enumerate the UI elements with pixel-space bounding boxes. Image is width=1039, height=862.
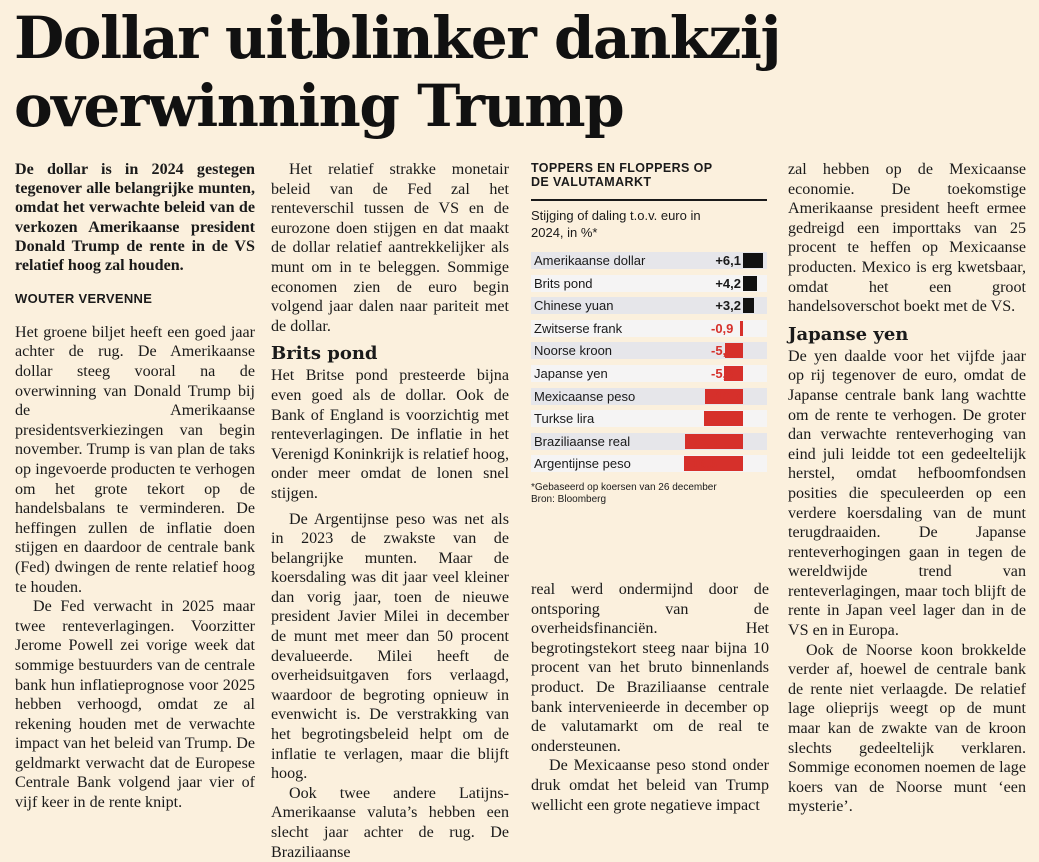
chart-category-label: Zwitserse frank xyxy=(534,320,623,336)
column-2: Het relatief strakke monetair beleid van… xyxy=(271,160,509,862)
chart-bar xyxy=(705,388,743,404)
column-3: real werd ondermijnd door de ontsporing … xyxy=(531,580,769,815)
chart-bar xyxy=(743,298,754,314)
chart-bar xyxy=(684,456,743,472)
chart-row: Amerikaanse dollar +6,1 xyxy=(531,250,767,273)
paragraph: Het groene biljet heeft een goed jaar ac… xyxy=(15,323,255,596)
paragraph: real werd ondermijnd door de ontsporing … xyxy=(531,581,769,755)
chart-row-background xyxy=(531,252,767,269)
column-1: De dollar is in 2024 gestegen tegenover … xyxy=(15,160,255,813)
chart-row: Japanse yen -5,3 xyxy=(531,363,767,386)
chart-row-background xyxy=(531,342,767,360)
chart-row: Chinese yuan +3,2 xyxy=(531,295,767,318)
chart-bar xyxy=(703,411,743,427)
chart-title: TOPPERS EN FLOPPERS OP DE VALUTAMARKT xyxy=(531,161,713,189)
chart-bar xyxy=(724,365,743,381)
chart-row: Braziliaanse real -16,4 xyxy=(531,431,767,454)
lead-paragraph: De dollar is in 2024 gestegen tegenover … xyxy=(15,161,255,275)
chart-bar xyxy=(684,433,743,449)
chart-category-label: Turkse lira xyxy=(534,411,595,427)
chart-value-label: -5,0 xyxy=(711,343,734,359)
chart-bar xyxy=(725,343,743,359)
chart-bar xyxy=(743,275,757,291)
subheading-brits-pond: Brits pond xyxy=(271,343,378,365)
chart-subtitle: Stijging of daling t.o.v. euro in 2024, … xyxy=(531,208,701,240)
headline: Dollar uitblinker dankzij overwinning Tr… xyxy=(14,4,781,140)
paragraph: Het relatief strakke monetair beleid van… xyxy=(271,161,509,335)
chart-value-label: -5,3 xyxy=(711,365,734,381)
chart-rows: Amerikaanse dollar +6,1 Brits pond +4,2 Chin… xyxy=(531,250,767,476)
chart-value-label: -16,5 xyxy=(687,456,718,472)
chart-value-label: +6,1 xyxy=(715,253,741,268)
chart-row: Argentijnse peso -16,5 xyxy=(531,453,767,476)
chart-rule xyxy=(531,199,767,201)
chart-row-background xyxy=(531,319,767,337)
chart-value-label: -10,7 xyxy=(711,388,741,404)
chart-source: Bron: Bloomberg xyxy=(531,494,607,506)
chart-value-label: -11,0 xyxy=(711,411,740,427)
chart-row: Noorse kroon -5,0 xyxy=(531,340,767,363)
paragraph: zal hebben op de Mexicaanse economie. De… xyxy=(788,161,1026,316)
currency-chart: TOPPERS EN FLOPPERS OP DE VALUTAMARKT St… xyxy=(531,161,767,507)
paragraph: De yen daalde voor het vijfde jaar op ri… xyxy=(788,347,1026,640)
chart-category-label: Argentijnse peso xyxy=(534,456,631,472)
chart-category-label: Amerikaanse dollar xyxy=(534,253,646,268)
chart-value-label: +4,2 xyxy=(715,275,741,291)
paragraph: Ook de Noorse koon brokkelde verder af, … xyxy=(788,641,1026,816)
chart-bar xyxy=(743,253,764,268)
chart-value-label: -16,4 xyxy=(687,433,718,449)
chart-value-label: +3,2 xyxy=(715,298,741,314)
paragraph: Ook twee andere Latijns-Amerikaanse valu… xyxy=(271,784,509,861)
chart-row-background xyxy=(531,274,767,292)
chart-category-label: Braziliaanse real xyxy=(534,433,631,449)
chart-row-background xyxy=(531,297,767,315)
byline: WOUTER VERVENNE xyxy=(15,291,153,307)
paragraph: De Argentijnse peso was net als in 2023 … xyxy=(271,510,509,783)
chart-row-background xyxy=(531,364,767,382)
chart-row: Turkse lira -11,0 xyxy=(531,408,767,431)
chart-value-label: -0,9 xyxy=(711,320,734,336)
chart-category-label: Noorse kroon xyxy=(534,343,613,359)
chart-footnote: *Gebaseerd op koersen van 26 december xyxy=(531,481,717,493)
chart-row: Mexicaanse peso -10,7 xyxy=(531,386,767,409)
chart-bar xyxy=(739,320,743,336)
chart-category-label: Mexicaanse peso xyxy=(534,388,636,404)
paragraph: De Mexicaanse peso stond onder druk omda… xyxy=(531,757,769,814)
paragraph: De Fed verwacht in 2025 maar twee rentev… xyxy=(15,598,255,812)
paragraph: Het Britse pond presteerde bijna even go… xyxy=(271,367,509,502)
column-4: zal hebben op de Mexicaanse economie. De… xyxy=(788,160,1026,817)
chart-row: Brits pond +4,2 xyxy=(531,273,767,296)
subheading-japanse-yen: Japanse yen xyxy=(788,323,909,345)
chart-row: Zwitserse frank -0,9 xyxy=(531,318,767,341)
chart-category-label: Brits pond xyxy=(534,275,593,291)
chart-category-label: Japanse yen xyxy=(534,365,608,381)
chart-category-label: Chinese yuan xyxy=(534,298,614,314)
